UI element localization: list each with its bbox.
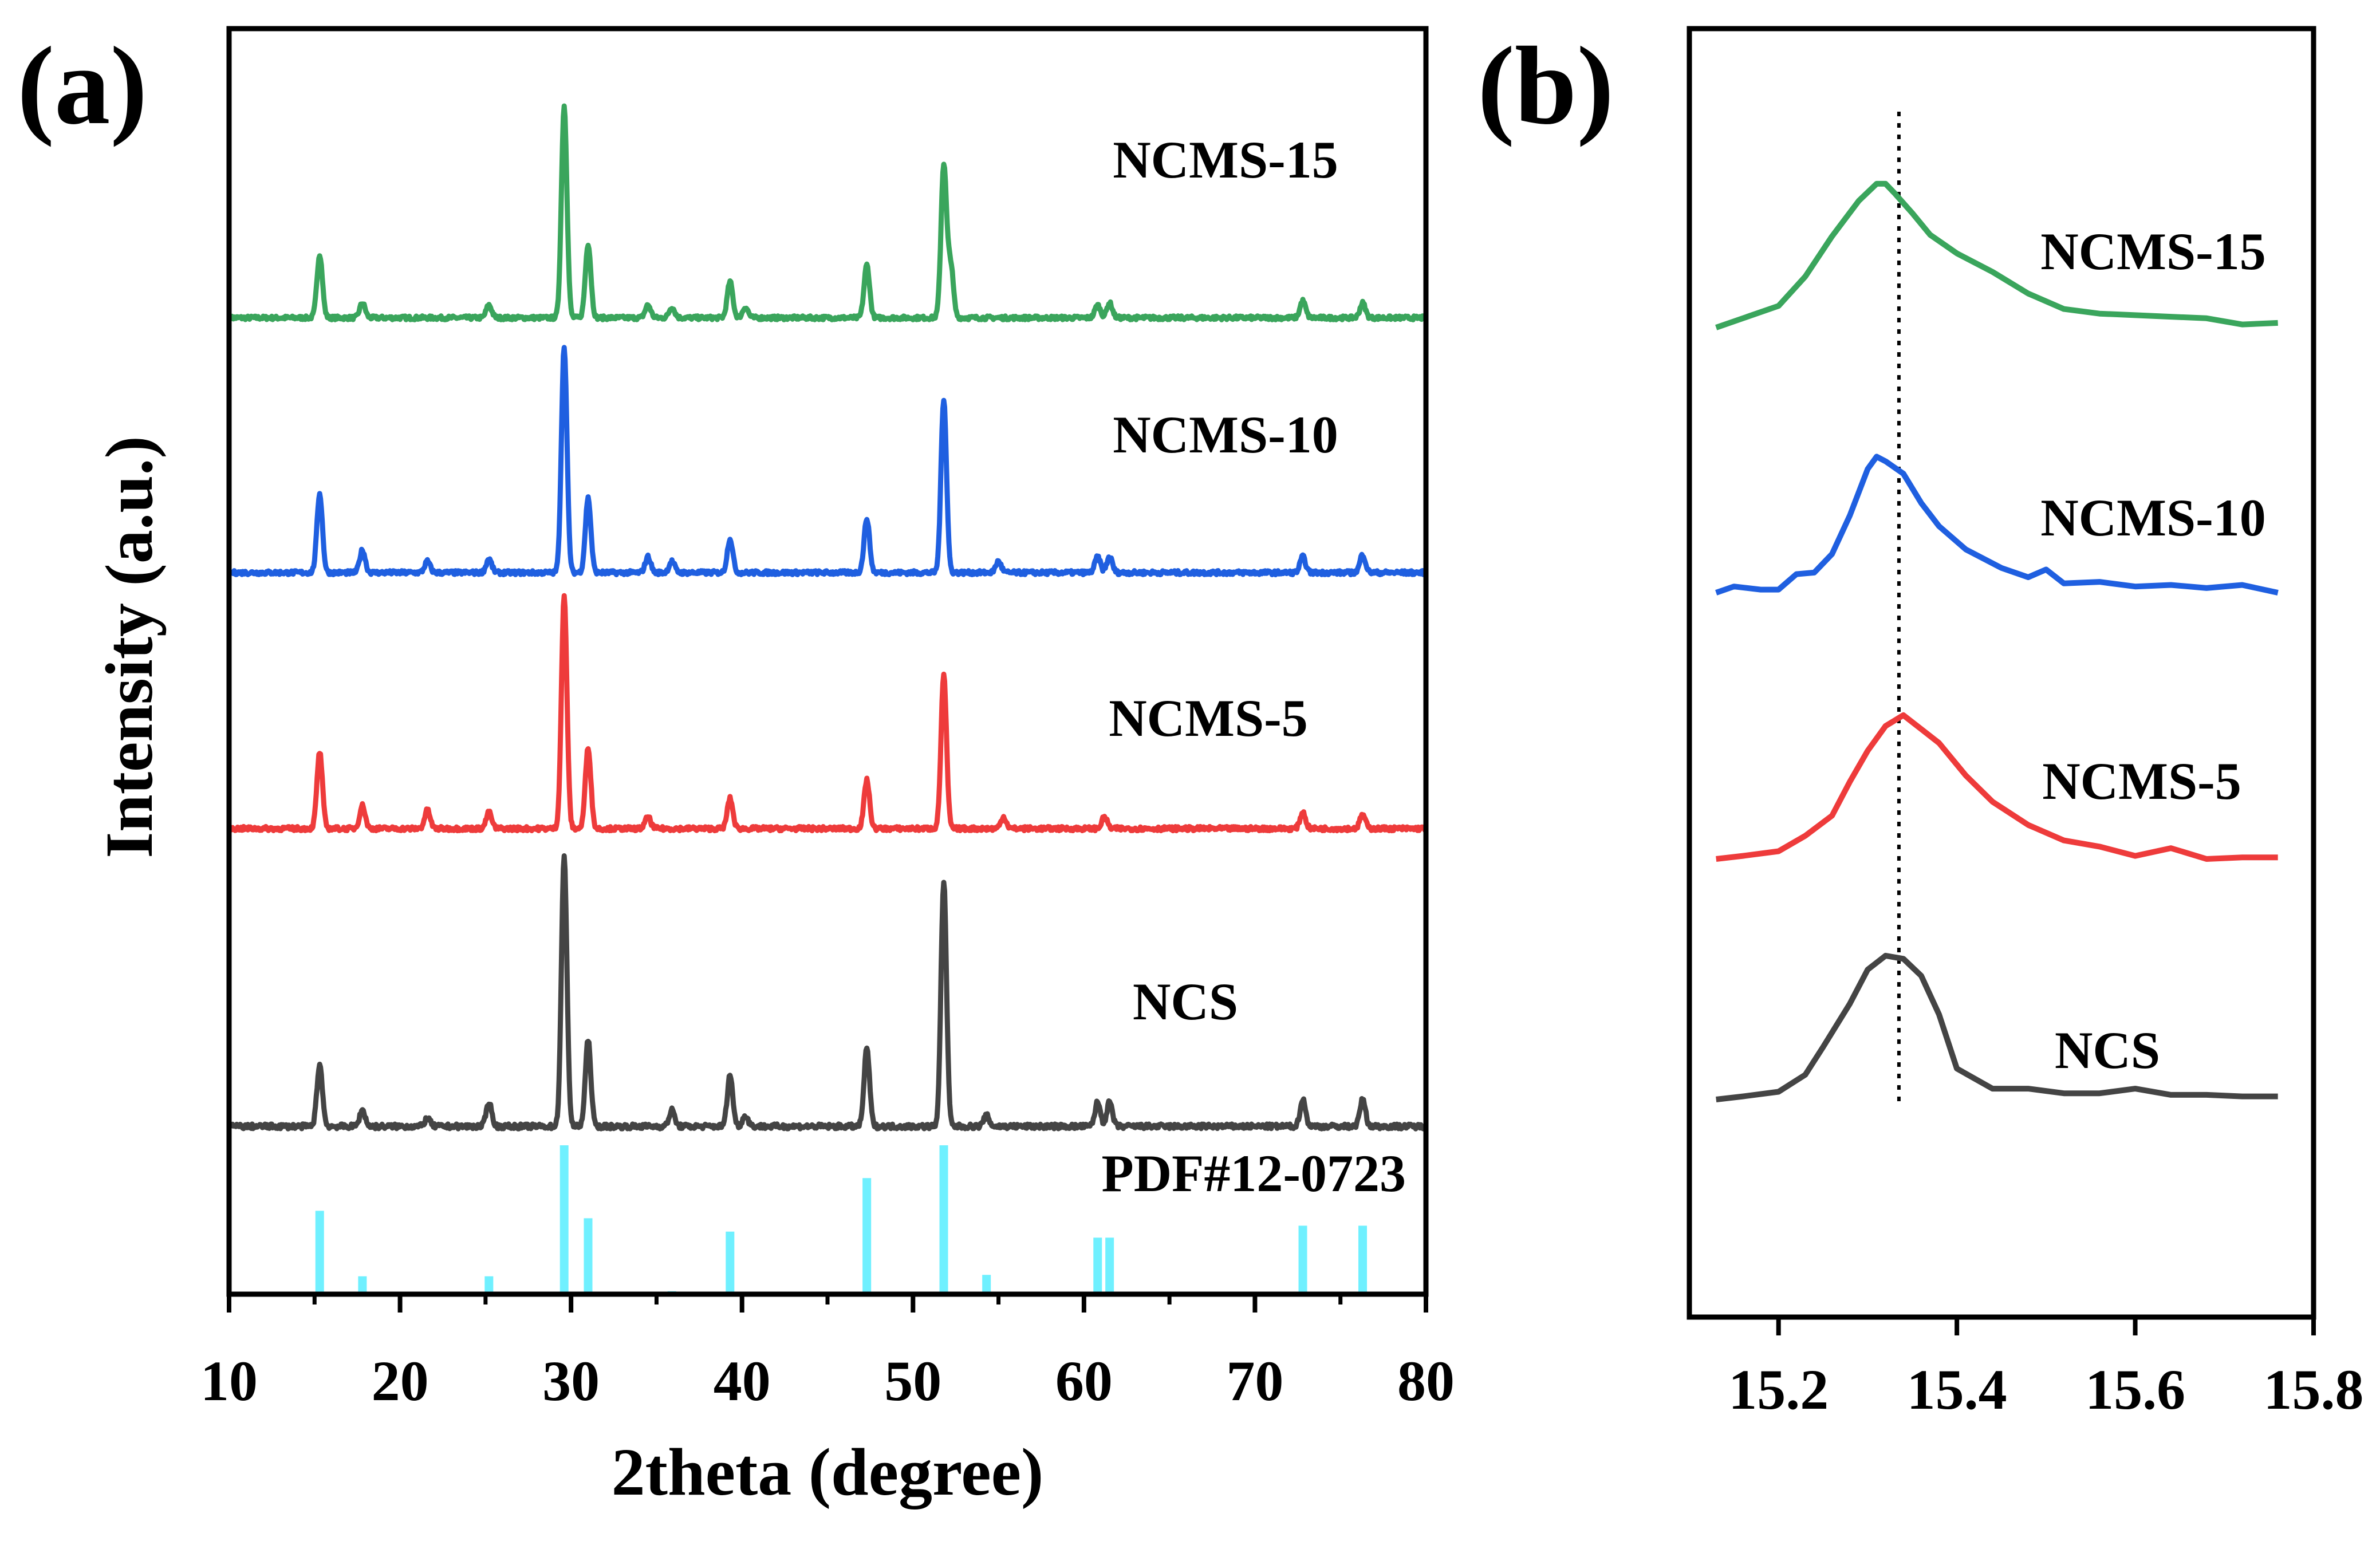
zoom-x-tick-label: 15.2 (1728, 1358, 1829, 1421)
x-tick-label: 20 (372, 1349, 429, 1413)
zoom-label-ncms-10: NCMS-10 (2040, 488, 2266, 547)
pdf-reference-sticks (315, 1145, 1368, 1294)
panel-a: (a) NCMS-15 NCMS-10 NCMS-5 NCS PDF#12-0723 1… (17, 24, 1455, 1510)
x-tick-label: 30 (542, 1349, 600, 1413)
x-tick-label: 50 (884, 1349, 941, 1413)
zoom-x-tick-label: 15.6 (2085, 1358, 2185, 1421)
panel-b: (b) NCMS-15 NCMS-10 NCMS-5 NCS 15.2 15.4 15.6… (1477, 24, 2364, 1421)
zoom-label-ncs: NCS (2055, 1021, 2160, 1079)
x-tick-label: 40 (714, 1349, 771, 1413)
zoom-x-tick-label: 15.8 (2264, 1358, 2364, 1421)
series-label-ncs: NCS (1133, 972, 1238, 1031)
series-label-pdf: PDF#12-0723 (1102, 1144, 1406, 1203)
pattern-line-ncms-5 (228, 593, 1429, 834)
zoom-x-tick-label: 15.4 (1907, 1358, 2007, 1421)
panel-b-label: (b) (1477, 24, 1614, 148)
pattern-line-ncms-15 (228, 103, 1429, 322)
zoom-label-ncms-15: NCMS-15 (2040, 222, 2266, 281)
panel-b-frame (1687, 26, 2316, 1320)
panel-b-plot: NCMS-15 NCMS-10 NCMS-5 NCS (1715, 112, 2279, 1108)
panel-a-frame (226, 26, 1429, 1297)
zoom-line-ncms-10 (1715, 454, 2279, 596)
series-label-ncms-5: NCMS-5 (1109, 689, 1308, 747)
zoom-label-ncms-5: NCMS-5 (2042, 752, 2241, 810)
zoom-line-ncms-15 (1715, 180, 2278, 330)
panel-a-label: (a) (17, 24, 147, 148)
series-label-ncms-10: NCMS-10 (1113, 405, 1338, 464)
zoom-line-ncms-5 (1716, 712, 2278, 862)
panel-a-x-ticks: 10 20 30 40 50 60 70 80 (200, 1294, 1455, 1413)
pattern-line-ncms-10 (229, 345, 1429, 578)
x-axis-title: 2theta (degree) (612, 1434, 1044, 1510)
pattern-line-ncs (228, 853, 1428, 1132)
x-tick-label: 70 (1226, 1349, 1283, 1413)
x-tick-label: 60 (1055, 1349, 1113, 1413)
panel-b-x-ticks: 15.2 15.4 15.6 15.8 (1728, 1317, 2364, 1421)
x-tick-label: 10 (200, 1349, 258, 1413)
y-axis-title: Intensity (a.u.) (92, 436, 167, 858)
series-label-ncms-15: NCMS-15 (1113, 131, 1338, 189)
panel-a-plot: NCMS-15 NCMS-10 NCMS-5 NCS PDF#12-0723 (228, 103, 1429, 1294)
zoom-line-ncs (1716, 952, 2278, 1102)
x-tick-label: 80 (1397, 1349, 1455, 1413)
